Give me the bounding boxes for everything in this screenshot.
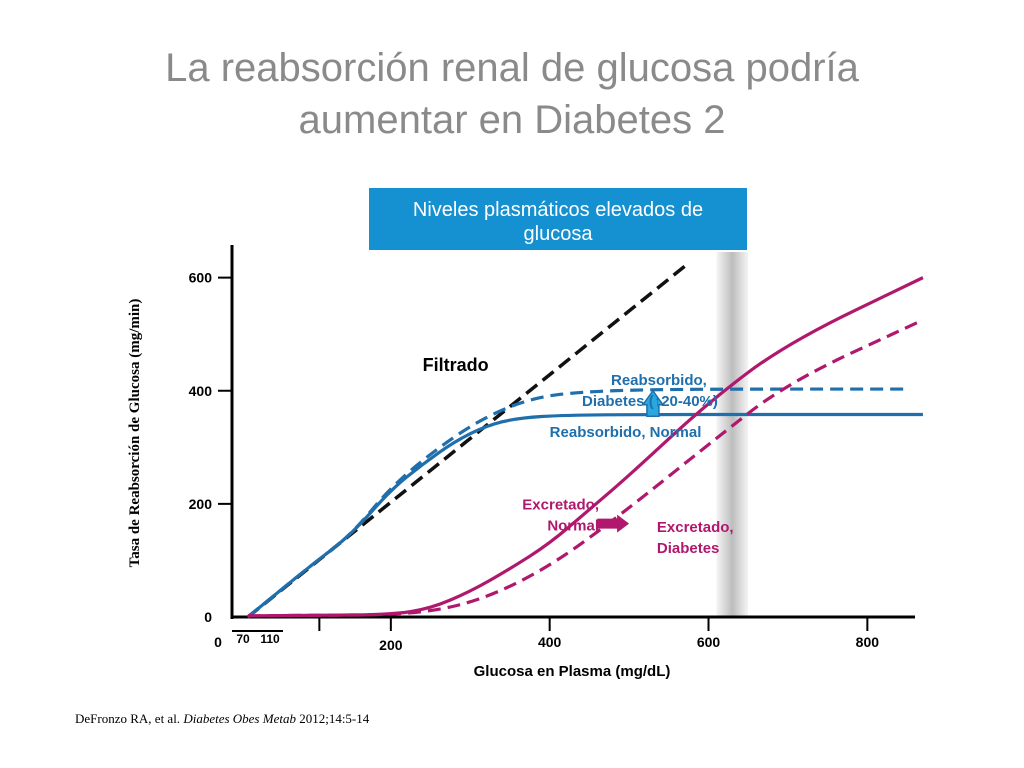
x-tick-label-110: 110	[260, 632, 280, 646]
x-tick-label-400: 400	[538, 634, 562, 650]
chart-banner-line-1: Niveles plasmáticos elevados de	[413, 199, 703, 221]
arrow-right-excretion-shift	[597, 514, 630, 533]
series-reabsorbido-normal	[246, 412, 923, 619]
series-excretado-diabetes	[247, 318, 924, 618]
x-tick-label-800: 800	[856, 634, 880, 650]
annotation-line-excretado: Excretado,	[657, 519, 734, 536]
annotation-reabsorbido-diabetes-20-40: Reabsorbido, Diabetes (↑20-40%)	[582, 372, 718, 410]
citation: DeFronzo RA, et al. Diabetes Obes Metab …	[75, 711, 369, 727]
y-tick-label-600: 600	[189, 270, 213, 286]
annotation-excretado-normal: Excretado, Normal	[522, 497, 599, 535]
citation-journal: Diabetes Obes Metab	[183, 711, 296, 726]
annotation-line-diabetes: Diabetes	[657, 540, 720, 557]
chart-banner-box	[369, 188, 747, 250]
annotation-line-normal: Normal	[547, 518, 599, 535]
annotation-filtrado: Filtrado	[423, 355, 489, 375]
arrow-up-reabsorption-increase	[641, 389, 665, 417]
series-reabsorbido-diabetes	[246, 387, 908, 619]
slide-title: La reabsorción renal de glucosa podría a…	[0, 42, 1024, 146]
y-tick-label-0: 0	[204, 609, 212, 625]
slide-title-line-2: aumentar en Diabetes 2	[298, 98, 726, 142]
annotation-line-filtrado: Filtrado	[423, 355, 489, 375]
annotation-line-reabsorbido-normal: Reabsorbido, Normal	[550, 424, 702, 441]
x-tick-label-200: 200	[379, 637, 403, 653]
annotation-line-diabetes-20-40: Diabetes (↑20-40%)	[582, 393, 718, 410]
x-axis-label: Glucosa en Plasma (mg/dL)	[474, 663, 671, 680]
series-excretado-normal	[247, 276, 924, 618]
chart-banner-line-2: glucosa	[524, 223, 594, 245]
citation-authors: DeFronzo RA, et al.	[75, 711, 184, 726]
x-tick-label-0: 0	[214, 634, 222, 650]
citation-details: 2012;14:5-14	[295, 711, 370, 726]
annotation-line-excretado: Excretado,	[522, 497, 599, 514]
x-tick-label-600: 600	[697, 634, 721, 650]
y-axis-label: Tasa de Reabsorción de Glucosa (mg/min)	[127, 299, 143, 568]
x-tick-label-70: 70	[236, 632, 250, 646]
annotation-reabsorbido-normal: Reabsorbido, Normal	[550, 424, 702, 441]
y-tick-label-200: 200	[189, 496, 213, 512]
slide-title-line-1: La reabsorción renal de glucosa podría	[165, 46, 859, 90]
annotation-line-reabsorbido: Reabsorbido,	[611, 372, 707, 389]
y-tick-label-400: 400	[189, 383, 213, 399]
annotation-excretado-diabetes: Excretado, Diabetes	[657, 519, 734, 557]
